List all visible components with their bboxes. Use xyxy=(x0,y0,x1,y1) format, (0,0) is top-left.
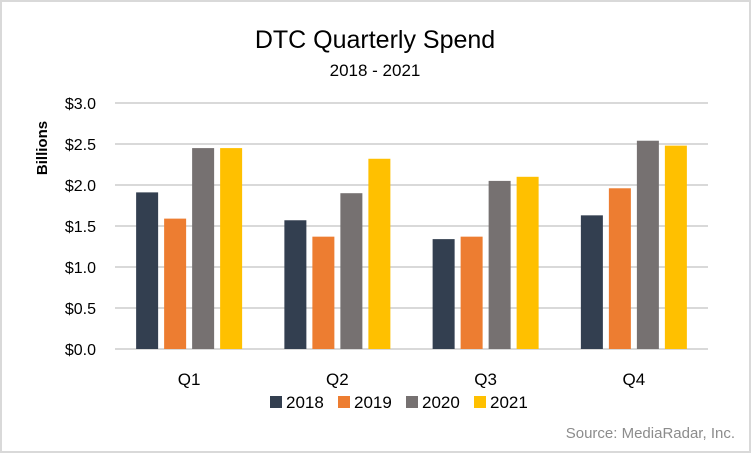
legend-swatch-2019 xyxy=(338,396,350,408)
y-tick-label: $1.5 xyxy=(65,219,96,236)
chart-title: DTC Quarterly Spend xyxy=(255,26,495,54)
bar-q4-2021 xyxy=(664,145,687,349)
y-axis-ticks: $0.0 $0.5 $1.0 $1.5 $2.0 $2.5 $3.0 xyxy=(65,96,96,359)
bar-q2-2019 xyxy=(312,236,335,349)
y-tick-label: $2.0 xyxy=(65,178,96,195)
bar-q3-2020 xyxy=(488,180,511,349)
y-tick-label: $3.0 xyxy=(65,96,96,113)
legend-swatch-2018 xyxy=(270,396,282,408)
x-axis-ticks: Q1 Q2 Q3 Q4 xyxy=(178,370,645,389)
legend-label: 2019 xyxy=(354,393,392,412)
legend-swatch-2021 xyxy=(474,396,486,408)
bar-q2-2018 xyxy=(284,220,307,349)
bar-q4-2019 xyxy=(608,188,631,349)
bar-q1-2018 xyxy=(136,192,159,349)
y-tick-label: $0.5 xyxy=(65,301,96,318)
legend-label: 2018 xyxy=(286,393,324,412)
bar-q4-2018 xyxy=(580,215,603,349)
source-annotation: Source: MediaRadar, Inc. xyxy=(566,425,735,442)
x-tick-label: Q3 xyxy=(474,370,497,389)
y-tick-label: $2.5 xyxy=(65,137,96,154)
legend-label: 2021 xyxy=(490,393,528,412)
bar-q2-2021 xyxy=(368,158,391,349)
x-tick-label: Q1 xyxy=(178,370,201,389)
bar-q2-2020 xyxy=(340,193,363,349)
chart-subtitle: 2018 - 2021 xyxy=(330,61,421,80)
bar-q3-2021 xyxy=(516,176,539,349)
x-tick-label: Q2 xyxy=(326,370,349,389)
legend: 2018 2019 2020 2021 xyxy=(270,393,528,412)
bar-q1-2021 xyxy=(220,148,243,349)
x-tick-label: Q4 xyxy=(623,370,646,389)
legend-label: 2020 xyxy=(422,393,460,412)
y-tick-label: $0.0 xyxy=(65,342,96,359)
bar-q1-2019 xyxy=(164,218,187,349)
legend-swatch-2020 xyxy=(406,396,418,408)
bar-q4-2020 xyxy=(636,140,659,349)
bars xyxy=(136,140,687,349)
y-tick-label: $1.0 xyxy=(65,260,96,277)
bar-q3-2019 xyxy=(460,236,483,349)
y-axis-label: Billions xyxy=(34,121,51,175)
bar-q3-2018 xyxy=(432,239,455,349)
bar-q1-2020 xyxy=(192,148,215,349)
